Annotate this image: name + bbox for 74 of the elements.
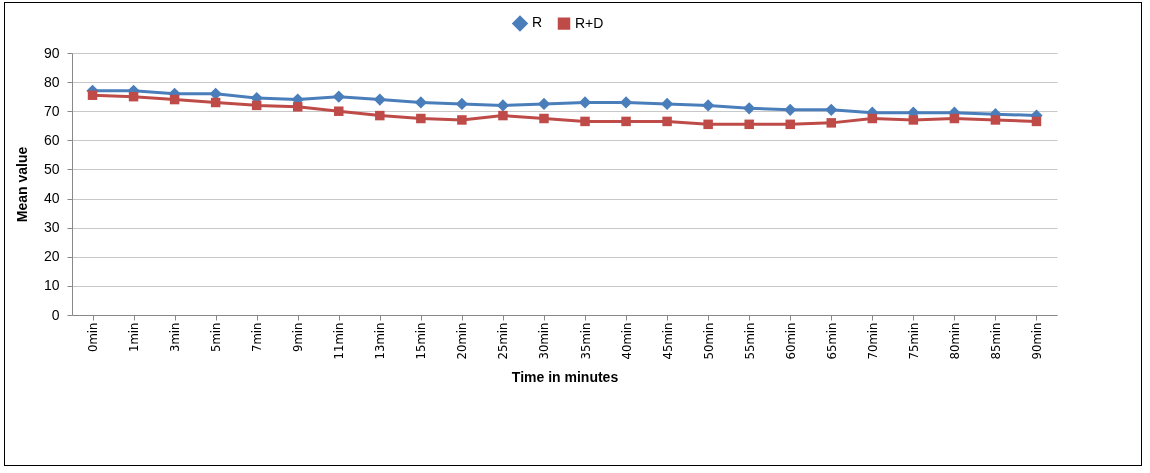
point xyxy=(1031,116,1042,127)
y-tick-label: 50 xyxy=(43,160,60,177)
point xyxy=(908,115,919,125)
y-tick-label: 10 xyxy=(43,277,60,294)
x-tick-label: 5min xyxy=(208,322,224,352)
point xyxy=(744,119,754,130)
legend-label: R+D xyxy=(575,14,604,31)
x-tick-label: 60min xyxy=(782,322,798,360)
y-axis-title: Mean value xyxy=(13,146,30,223)
y-tick-label: 60 xyxy=(43,131,60,148)
x-tick-label: 7min xyxy=(249,322,265,352)
point xyxy=(621,116,631,127)
point xyxy=(455,97,469,111)
x-tick-label: 15min xyxy=(413,322,429,360)
x-tick-label: 0min xyxy=(85,322,101,352)
point xyxy=(87,90,98,100)
point xyxy=(375,110,385,121)
point xyxy=(619,96,633,109)
x-tick-label: 35min xyxy=(577,322,593,360)
x-tick-label: 85min xyxy=(987,322,1003,360)
x-tick-label: 80min xyxy=(946,322,962,360)
point xyxy=(662,116,672,127)
x-tick-label: 9min xyxy=(290,322,306,352)
point xyxy=(702,99,715,112)
point xyxy=(660,97,674,111)
y-tick-label: 40 xyxy=(43,190,60,207)
y-tick-label: 70 xyxy=(43,102,60,119)
y-tick-label: 0 xyxy=(51,306,60,323)
y-tick-label: 90 xyxy=(43,44,60,61)
point xyxy=(990,115,1001,125)
point xyxy=(949,113,960,124)
point xyxy=(539,113,549,124)
y-tick-label: 20 xyxy=(43,248,60,265)
x-tick-label: 70min xyxy=(864,322,880,360)
x-tick-label: 1min xyxy=(126,322,142,352)
point xyxy=(251,100,262,111)
point xyxy=(210,97,221,108)
point xyxy=(128,91,139,102)
x-tick-label: 75min xyxy=(905,322,921,360)
x-tick-label: 45min xyxy=(659,322,675,360)
x-tick-label: 20min xyxy=(454,322,470,360)
x-tick-label: 50min xyxy=(700,322,716,360)
x-tick-label: 11min xyxy=(331,322,347,360)
point xyxy=(826,118,837,128)
point xyxy=(332,90,345,103)
x-tick-label: 30min xyxy=(536,322,552,360)
legend-label: R xyxy=(532,14,543,31)
point xyxy=(785,119,795,130)
point xyxy=(292,102,303,112)
point xyxy=(457,115,467,125)
point xyxy=(825,103,838,116)
x-tick-label: 13min xyxy=(372,322,388,360)
point xyxy=(169,94,180,105)
x-tick-label: 90min xyxy=(1028,322,1044,360)
point xyxy=(373,93,386,106)
point xyxy=(867,113,878,124)
point xyxy=(414,96,427,109)
point xyxy=(578,96,592,109)
point xyxy=(580,116,590,127)
x-tick-label: 40min xyxy=(618,322,634,360)
point xyxy=(784,103,797,116)
point xyxy=(334,106,344,116)
x-tick-label: 55min xyxy=(741,322,757,360)
point xyxy=(416,113,426,124)
point xyxy=(496,99,510,112)
x-tick-label: 25min xyxy=(495,322,511,360)
point xyxy=(537,97,551,111)
x-tick-label: 65min xyxy=(823,322,839,360)
x-tick-label: 3min xyxy=(167,322,183,352)
y-tick-label: 80 xyxy=(43,73,60,90)
x-axis-title: Time in minutes xyxy=(511,369,619,386)
y-tick-label: 30 xyxy=(43,219,60,236)
point xyxy=(703,119,713,130)
point xyxy=(498,110,508,121)
